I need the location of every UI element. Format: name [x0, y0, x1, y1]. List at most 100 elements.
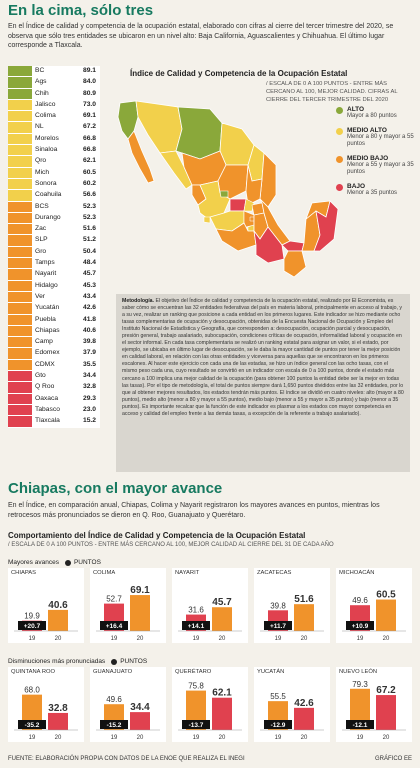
state-value: 51.2 — [72, 235, 100, 246]
legend-label: ALTO — [347, 106, 365, 113]
state-name: SLP — [32, 235, 72, 246]
x-tick-label: 19 — [29, 636, 36, 642]
chart-subtitle: / ESCALA DE 0 A 100 PUNTOS - ENTRE MÁS C… — [8, 542, 334, 548]
change-badge — [100, 621, 128, 630]
state-level-swatch — [8, 235, 32, 246]
legend-dot-medio-bajo — [336, 155, 343, 163]
x-tick-label: 20 — [55, 636, 62, 642]
change-badge — [264, 720, 292, 729]
x-tick-label: 20 — [219, 735, 226, 741]
state-name: Ver — [32, 291, 72, 303]
bar-value-label: 39.8 — [270, 601, 286, 610]
state-row: Q Roo 32.8 — [8, 382, 100, 394]
map-region-ags — [219, 190, 229, 198]
state-value: 73.0 — [72, 99, 100, 111]
panel-bar-chart: 75.8 19 62.1 20 -13.7 — [178, 682, 242, 741]
bar-value-label: 67.2 — [376, 685, 396, 696]
state-value: 32.8 — [72, 382, 100, 393]
state-value: 37.9 — [72, 348, 100, 359]
x-tick-label: 20 — [137, 636, 144, 642]
state-row: Sonora 60.2 — [8, 178, 100, 191]
state-value: 35.5 — [72, 359, 100, 371]
bar-20 — [130, 595, 150, 631]
section2-title: Chiapas, con el mayor avance — [8, 480, 223, 497]
map-region-chih — [175, 106, 223, 160]
bar-value-label: 55.5 — [270, 692, 286, 701]
state-value: 84.0 — [72, 77, 100, 88]
bar-20 — [294, 604, 314, 631]
state-level-swatch — [8, 66, 32, 77]
legend-label: BAJO — [347, 182, 366, 190]
state-row: Hidalgo 45.3 — [8, 280, 100, 292]
state-name: Puebla — [32, 314, 72, 325]
change-label: +14.1 — [188, 623, 205, 630]
state-value: 52.3 — [72, 201, 100, 212]
state-name: Mich — [32, 167, 72, 178]
state-change-panel: ZACATECAS 39.8 19 51.6 20 +11.7 — [254, 568, 330, 643]
state-change-panel: QUINTANA ROO 68.0 19 32.8 20 -35.2 — [8, 667, 84, 742]
state-level-swatch — [8, 325, 32, 337]
change-label: -12.9 — [271, 722, 286, 729]
map-region-qroo — [313, 200, 339, 252]
chart-title: Comportamiento del Índice de Calidad y C… — [8, 531, 306, 540]
state-row: BCS 52.3 — [8, 201, 100, 213]
map-region-bcs — [127, 130, 155, 184]
map-region-gto — [229, 198, 247, 212]
bar-value-label: 52.7 — [106, 595, 122, 604]
state-level-swatch — [8, 258, 32, 269]
state-name: Camp — [32, 337, 72, 348]
state-name: Qro — [32, 156, 72, 167]
methodology-box: Metodología. El objetivo del Índice de c… — [116, 294, 410, 472]
state-name: NL — [32, 122, 72, 133]
state-name: Tamps — [32, 258, 72, 269]
state-row: Puebla 41.8 — [8, 314, 100, 326]
state-name: Sinaloa — [32, 145, 72, 156]
state-value: 51.6 — [72, 224, 100, 235]
state-value: 29.3 — [72, 393, 100, 404]
state-name: Edomex — [32, 348, 72, 359]
panel-state-name: COLIMA — [93, 570, 116, 576]
bar-19 — [350, 688, 370, 730]
state-row: Gto 34.4 — [8, 371, 100, 383]
state-level-swatch — [8, 359, 32, 371]
state-level-swatch — [8, 280, 32, 291]
legend-item-alto: ALTO Mayor a 80 puntos — [336, 106, 416, 121]
state-value: 89.1 — [72, 66, 100, 77]
state-level-swatch — [8, 201, 32, 212]
map-region-sonora — [135, 100, 183, 154]
panel-state-name: CHIAPAS — [11, 570, 37, 576]
losses-header: Disminuciones más pronunciadas PUNTOS — [8, 658, 147, 665]
legend-desc: Menor a 35 puntos — [347, 189, 398, 196]
state-value: 39.8 — [72, 337, 100, 348]
legend-dot-alto — [336, 107, 343, 114]
state-name: Ags — [32, 77, 72, 88]
legend-label: MEDIO ALTO — [347, 126, 387, 134]
change-label: -12.1 — [353, 722, 368, 729]
state-row: Coahuila 56.6 — [8, 190, 100, 202]
panel-state-name: NUEVO LEÓN — [339, 669, 378, 675]
state-name: Sonora — [32, 178, 72, 190]
state-level-swatch — [8, 145, 32, 156]
panel-state-name: MICHOACÁN — [339, 570, 375, 576]
state-row: Gro 50.4 — [8, 246, 100, 259]
section2-intro: En el Índice, en comparación anual, Chia… — [8, 502, 380, 519]
state-level-swatch — [8, 269, 32, 280]
bar-value-label: 32.8 — [48, 703, 68, 714]
state-row: SLP 51.2 — [8, 235, 100, 247]
panel-bar-chart: 39.8 19 51.6 20 +11.7 — [260, 594, 324, 642]
map-title: Índice de Calidad y Competencia de la Oc… — [130, 69, 348, 78]
state-level-swatch — [8, 404, 32, 416]
state-change-panel: YUCATÁN 55.5 19 42.6 20 -12.9 — [254, 667, 330, 742]
state-change-panel: COLIMA 52.7 19 69.1 20 +16.4 — [90, 568, 166, 643]
bar-value-label: 68.0 — [24, 686, 40, 695]
state-level-swatch — [8, 291, 32, 303]
state-change-panel: CHIAPAS 19.9 19 40.6 20 +20.7 — [8, 568, 84, 643]
state-name: Tabasco — [32, 404, 72, 416]
intro-text: En el Índice de calidad y competencia de… — [8, 23, 394, 49]
page-title: En la cima, sólo tres — [8, 2, 154, 19]
state-row: Chih 80.9 — [8, 88, 100, 100]
change-badge — [346, 621, 374, 630]
change-badge — [264, 621, 292, 630]
state-name: Zac — [32, 224, 72, 235]
state-level-swatch — [8, 99, 32, 111]
